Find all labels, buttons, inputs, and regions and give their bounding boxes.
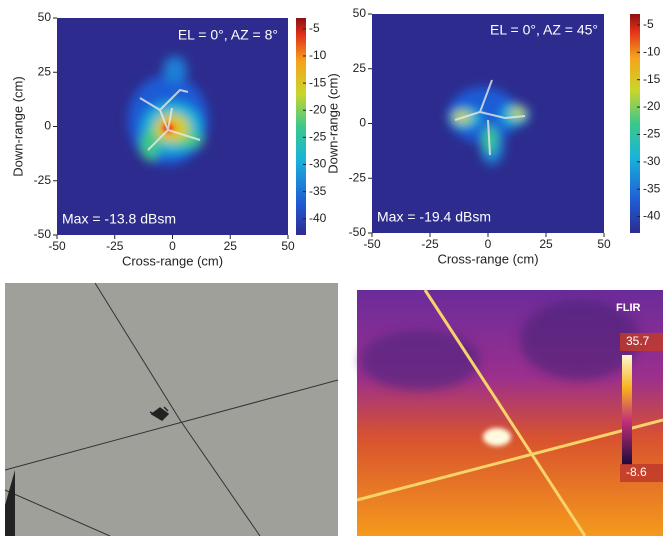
annotation: EL = 0°, AZ = 8° bbox=[178, 27, 278, 43]
colorbar-tick-label: -15 bbox=[309, 75, 327, 89]
x-tick-label: 50 bbox=[281, 239, 295, 253]
y-axis-label: Down-range (cm) bbox=[10, 76, 25, 176]
annotation: EL = 0°, AZ = 45° bbox=[490, 22, 598, 38]
y-tick-label: 50 bbox=[353, 6, 367, 20]
colorbar-tick-label: -10 bbox=[309, 48, 327, 62]
colorbar-tick-label: -40 bbox=[309, 211, 327, 225]
x-axis-label: Cross-range (cm) bbox=[437, 251, 538, 266]
annotation: Max = -19.4 dBsm bbox=[377, 209, 491, 225]
colorbar bbox=[630, 14, 640, 233]
thermal-photo: 35.7 -8.6 FLIR bbox=[357, 290, 663, 536]
colorbar-tick-label: -25 bbox=[643, 127, 661, 141]
y-tick-label: -25 bbox=[349, 170, 367, 184]
x-tick-label: 25 bbox=[539, 237, 553, 251]
y-tick-label: -25 bbox=[34, 173, 52, 187]
x-tick-label: 0 bbox=[169, 239, 176, 253]
colorbar-tick-label: -15 bbox=[643, 72, 661, 86]
colorbar-tick-label: -35 bbox=[643, 181, 661, 195]
y-tick-label: 25 bbox=[353, 61, 367, 75]
x-tick-label: -25 bbox=[421, 237, 439, 251]
colorbar-tick-label: -5 bbox=[309, 21, 320, 35]
y-tick-label: 0 bbox=[44, 119, 51, 133]
y-tick-label: 25 bbox=[38, 64, 52, 78]
y-tick-label: 50 bbox=[38, 10, 52, 24]
colorbar-tick-label: -20 bbox=[643, 99, 661, 113]
y-tick-label: -50 bbox=[34, 227, 52, 241]
isar-panel: EL = 0°, AZ = 45° Max = -19.4 dBsm -50-2… bbox=[325, 6, 660, 266]
colorbar-tick-label: -35 bbox=[309, 184, 327, 198]
figure: EL = 0°, AZ = 8° Max = -13.8 dBsm -50-25… bbox=[0, 0, 663, 536]
colorbar-tick-label: -30 bbox=[309, 157, 327, 171]
colorbar-tick-label: -20 bbox=[309, 102, 327, 116]
colorbar-tick-label: -5 bbox=[643, 17, 654, 31]
isar-panel: EL = 0°, AZ = 8° Max = -13.8 dBsm -50-25… bbox=[10, 10, 326, 268]
y-tick-label: 0 bbox=[359, 116, 366, 130]
x-tick-label: 50 bbox=[597, 237, 611, 251]
colorbar bbox=[296, 18, 306, 235]
x-tick-label: -25 bbox=[106, 239, 124, 253]
x-tick-label: -50 bbox=[363, 237, 381, 251]
colorbar-tick-label: -30 bbox=[643, 154, 661, 168]
colorbar-tick-label: -40 bbox=[643, 209, 661, 223]
annotation: Max = -13.8 dBsm bbox=[62, 211, 176, 227]
x-tick-label: 0 bbox=[485, 237, 492, 251]
colorbar-tick-label: -25 bbox=[309, 130, 327, 144]
page: EL = 0°, AZ = 8° Max = -13.8 dBsm -50-25… bbox=[0, 0, 663, 536]
colorbar-tick-label: -10 bbox=[643, 44, 661, 58]
y-axis-label: Down-range (cm) bbox=[325, 73, 340, 173]
x-axis-label: Cross-range (cm) bbox=[122, 253, 223, 268]
y-tick-label: -50 bbox=[349, 225, 367, 239]
brand-logo: FLIR bbox=[616, 302, 640, 314]
camera-photo bbox=[5, 283, 338, 536]
x-tick-label: 25 bbox=[224, 239, 238, 253]
scale-max: 35.7 bbox=[626, 334, 650, 348]
x-tick-label: -50 bbox=[48, 239, 66, 253]
scale-min: -8.6 bbox=[626, 465, 647, 479]
